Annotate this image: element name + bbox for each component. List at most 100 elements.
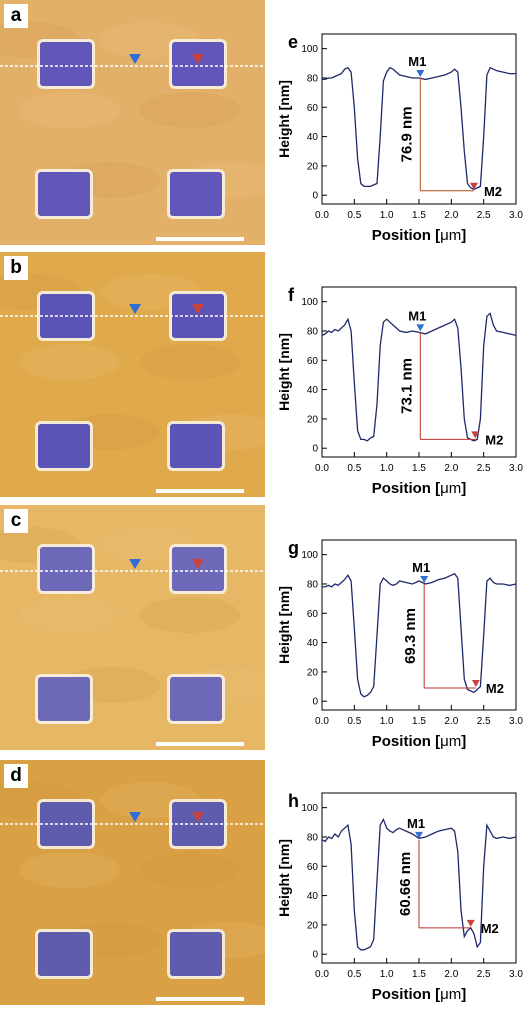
- y-tick-label: 60: [307, 103, 319, 114]
- marker-m1-label: M1: [407, 816, 425, 831]
- y-axis-label: Height [nm]: [276, 80, 292, 158]
- marker-m2-triangle: [192, 54, 204, 64]
- x-tick-label: 1.0: [380, 210, 394, 221]
- square-hole-3: [38, 677, 90, 721]
- square-hole-4: [170, 677, 222, 721]
- marker-m1: [416, 324, 425, 332]
- x-tick-label: 1.5: [412, 716, 426, 727]
- plot-svg-g: g 0 20 40 60 80 100 0.0 0.5 1.0 1.5 2.0 2.5 3.0 Positi…: [276, 538, 523, 750]
- y-tick-label: 80: [307, 326, 319, 337]
- x-tick-label: 0.0: [315, 716, 329, 727]
- marker-m1-label: M1: [408, 54, 426, 69]
- afm-texture: [140, 852, 240, 888]
- y-tick-label: 20: [307, 414, 319, 425]
- x-tick-label: 0.5: [347, 716, 361, 727]
- height-profile-g: g 0 20 40 60 80 100 0.0 0.5 1.0 1.5 2.0 2.5 3.0 Positi…: [265, 506, 529, 759]
- afm-image-b: b: [0, 252, 265, 497]
- x-tick-label: 2.0: [444, 969, 458, 980]
- marker-m2: [469, 182, 478, 190]
- panel-label-f: f: [288, 285, 295, 305]
- x-tick-label: 1.5: [412, 463, 426, 474]
- panel-label-e: e: [288, 32, 298, 52]
- height-profile-series: [321, 312, 517, 442]
- step-height-annotation: 69.3 nm: [402, 608, 419, 664]
- x-tick-label: 0.5: [347, 969, 361, 980]
- x-tick-label: 2.5: [477, 463, 491, 474]
- marker-m2: [471, 431, 480, 439]
- afm-texture: [20, 92, 120, 128]
- marker-m2-triangle: [192, 812, 204, 822]
- plot-svg-f: f 0 20 40 60 80 100 0.0 0.5 1.0 1.5 2.0 2.5 3.0 Positi…: [276, 285, 523, 497]
- marker-m1-triangle: [129, 559, 141, 569]
- y-tick-label: 20: [307, 161, 319, 172]
- height-profile-e: e 0 20 40 60 80 100 0.0 0.5 1.0 1.5 2.0 2.5 3.0 Positi…: [265, 0, 529, 253]
- x-tick-label: 0.0: [315, 969, 329, 980]
- y-tick-label: 100: [301, 297, 318, 308]
- afm-texture: [20, 852, 120, 888]
- y-tick-label: 20: [307, 920, 319, 931]
- x-tick-label: 2.5: [477, 716, 491, 727]
- marker-m2-label: M2: [486, 681, 504, 696]
- marker-m1-triangle: [129, 304, 141, 314]
- plot-svg-e: e 0 20 40 60 80 100 0.0 0.5 1.0 1.5 2.0 2.5 3.0 Positi…: [276, 32, 523, 244]
- afm-texture: [140, 344, 240, 380]
- scale-bar: [156, 997, 244, 1001]
- y-tick-label: 0: [312, 950, 318, 961]
- scale-bar: [156, 489, 244, 493]
- marker-m1-label: M1: [408, 308, 426, 323]
- x-tick-label: 1.5: [412, 969, 426, 980]
- panel-label-a: a: [4, 4, 28, 28]
- x-tick-label: 2.5: [477, 210, 491, 221]
- y-axis-label: Height [nm]: [276, 333, 292, 411]
- afm-svg-c: [0, 505, 265, 750]
- x-tick-label: 2.0: [444, 210, 458, 221]
- x-tick-label: 0.5: [347, 463, 361, 474]
- marker-m1: [416, 69, 425, 77]
- x-tick-label: 3.0: [509, 969, 523, 980]
- marker-m1-triangle: [129, 54, 141, 64]
- y-tick-label: 40: [307, 891, 319, 902]
- step-height-annotation: 73.1 nm: [398, 358, 415, 414]
- afm-texture: [20, 344, 120, 380]
- afm-svg-a: [0, 0, 265, 245]
- afm-svg-d: [0, 760, 265, 1005]
- afm-svg-b: [0, 252, 265, 497]
- x-tick-label: 1.0: [380, 463, 394, 474]
- scale-bar: [156, 237, 244, 241]
- y-tick-label: 60: [307, 862, 319, 873]
- y-axis-label: Height [nm]: [276, 839, 292, 917]
- x-tick-label: 3.0: [509, 210, 523, 221]
- step-height-annotation: 60.66 nm: [397, 852, 414, 916]
- x-tick-label: 2.0: [444, 463, 458, 474]
- panel-label-c: c: [4, 509, 28, 533]
- x-tick-label: 1.0: [380, 716, 394, 727]
- height-profile-series: [321, 817, 517, 951]
- y-tick-label: 40: [307, 132, 319, 143]
- x-tick-label: 2.5: [477, 969, 491, 980]
- height-profile-h: h 0 20 40 60 80 100 0.0 0.5 1.0 1.5 2.0 2.5 3.0 Positi…: [265, 759, 529, 1012]
- y-tick-label: 0: [312, 444, 318, 455]
- plot-svg-h: h 0 20 40 60 80 100 0.0 0.5 1.0 1.5 2.0 2.5 3.0 Positi…: [276, 791, 523, 1003]
- afm-texture: [20, 597, 120, 633]
- y-tick-label: 100: [301, 803, 318, 814]
- afm-image-a: a: [0, 0, 265, 245]
- x-axis-label: Position [μm]: [372, 227, 466, 244]
- panel-label-g: g: [288, 538, 299, 558]
- x-axis-label: Position [μm]: [372, 986, 466, 1003]
- height-profile-series: [322, 66, 516, 191]
- y-tick-label: 60: [307, 609, 319, 620]
- marker-m2: [466, 919, 475, 927]
- afm-texture: [140, 597, 240, 633]
- marker-m2-triangle: [192, 304, 204, 314]
- x-tick-label: 1.5: [412, 210, 426, 221]
- y-tick-label: 40: [307, 638, 319, 649]
- y-tick-label: 0: [312, 697, 318, 708]
- x-tick-label: 0.0: [315, 463, 329, 474]
- square-hole-3: [38, 932, 90, 976]
- y-tick-label: 40: [307, 385, 319, 396]
- x-tick-label: 2.0: [444, 716, 458, 727]
- x-axis-label: Position [μm]: [372, 733, 466, 750]
- square-hole-4: [170, 172, 222, 216]
- y-tick-label: 60: [307, 356, 319, 367]
- square-hole-1: [40, 547, 92, 591]
